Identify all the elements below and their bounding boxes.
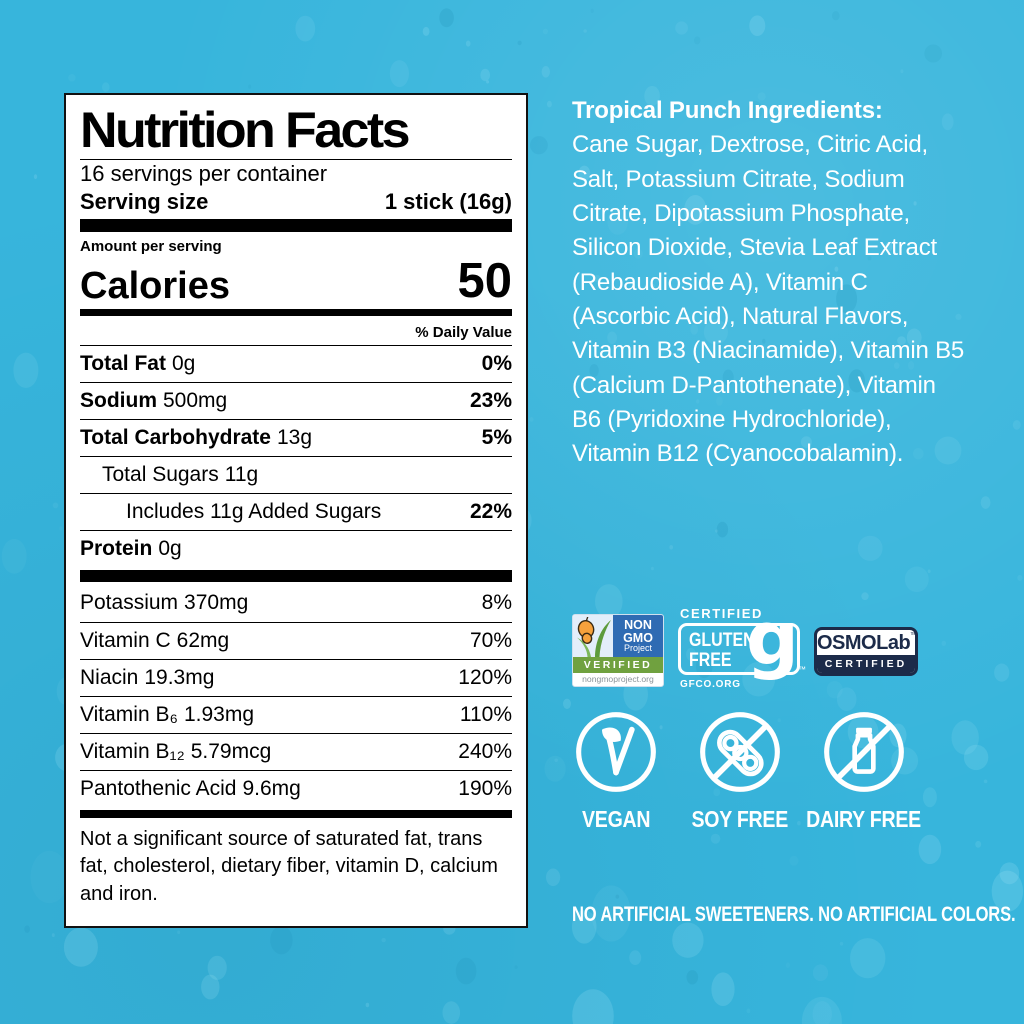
gfco-g-icon: g — [746, 596, 799, 682]
nutrient-row-total-sugars: Total Sugars 11g — [80, 457, 512, 495]
gluten-free-certified-text: CERTIFIED — [680, 606, 764, 621]
nutrient-row-pantothenic-acid: Pantothenic Acid 9.6mg 190% — [80, 777, 512, 801]
no-soy-icon — [700, 712, 780, 792]
non-gmo-project-wordmark: NON GMO Project — [613, 615, 663, 657]
nutrition-facts-title: Nutrition Facts — [80, 102, 411, 158]
soy-free-claim: SOY FREE — [692, 710, 788, 833]
nutrient-row-protein: Protein 0g — [80, 537, 182, 561]
non-gmo-verified-badge: NON GMO Project VERIFIED nongmoproject.o… — [572, 614, 664, 687]
nutrient-row-potassium: Potassium 370mg 8% — [80, 585, 512, 623]
serving-size-value: 1 stick (16g) — [384, 188, 512, 214]
soy-free-label: SOY FREE — [691, 806, 789, 832]
amount-per-serving-label: Amount per serving — [80, 238, 222, 255]
serving-size-row: Serving size 1 stick (16g) — [80, 188, 512, 216]
vegan-label: VEGAN — [581, 806, 651, 832]
non-gmo-url: nongmoproject.org — [582, 674, 654, 684]
osmolab-certified-badge: OSMOLab™ CERTIFIED — [814, 627, 918, 676]
certified-gluten-free-badge: CERTIFIED GLUTEN FREE g ™ GFCO.ORG — [678, 596, 806, 690]
osmolab-wordmark: OSMOLab™ — [817, 631, 918, 654]
calories-value: 50 — [457, 254, 512, 308]
no-dairy-icon — [824, 712, 904, 792]
servings-per-container: 16 servings per container — [80, 161, 328, 186]
medium-divider — [80, 308, 512, 316]
trademark-symbol: ™ — [798, 665, 806, 674]
serving-size-label: Serving size — [80, 188, 209, 214]
dairy-free-claim: DAIRY FREE — [807, 710, 922, 833]
nutrition-facts-label: Nutrition Facts 16 servings per containe… — [64, 93, 528, 928]
nutrient-row-sodium: Sodium 500mg 23% — [80, 383, 512, 420]
no-artificial-tagline: NO ARTIFICIAL SWEETENERS. NO ARTIFICIAL … — [572, 902, 1016, 926]
daily-value-header: % Daily Value — [80, 320, 512, 346]
nutrient-row-vitamin-b6: Vitamin B₆ 1.93mg 110% — [80, 697, 512, 734]
vegan-claim: VEGAN — [572, 710, 660, 833]
nutrient-row-vitamin-c: Vitamin C 62mg 70% — [80, 623, 512, 660]
dairy-free-label: DAIRY FREE — [806, 806, 922, 832]
vegan-leaf-v-icon — [576, 712, 656, 792]
medium-divider — [80, 810, 512, 819]
certification-badges: NON GMO Project VERIFIED nongmoproject.o… — [572, 596, 972, 690]
ingredients-body: Cane Sugar, Dextrose, Citric Acid, Salt,… — [572, 131, 965, 468]
thick-divider — [80, 219, 512, 232]
calories-row: Calories 50 — [80, 254, 512, 308]
ingredients-heading: Tropical Punch Ingredients: — [572, 97, 883, 124]
divider — [80, 159, 512, 160]
osmolab-certified-text: CERTIFIED — [817, 655, 915, 673]
nutrition-footnote: Not a significant source of saturated fa… — [80, 828, 498, 905]
non-gmo-butterfly-icon — [573, 615, 613, 657]
nutrient-row-vitamin-b12: Vitamin B₁₂ 5.79mcg 240% — [80, 734, 512, 772]
diet-claims-row: VEGAN SOY FREE DAIRY F — [572, 710, 922, 833]
nutrient-row-total-fat: Total Fat 0g 0% — [80, 346, 512, 383]
thick-divider — [80, 570, 512, 583]
calories-label: Calories — [80, 265, 230, 308]
gfco-org-text: GFCO.ORG — [680, 679, 741, 690]
ingredients-paragraph: Tropical Punch Ingredients: Cane Sugar, … — [572, 94, 970, 471]
nutrient-row-total-carbohydrate: Total Carbohydrate 13g 5% — [80, 420, 512, 457]
nutrient-row-added-sugars: Includes 11g Added Sugars 22% — [80, 494, 512, 532]
non-gmo-verified-text: VERIFIED — [573, 657, 663, 673]
nutrient-row-niacin: Niacin 19.3mg 120% — [80, 660, 512, 697]
